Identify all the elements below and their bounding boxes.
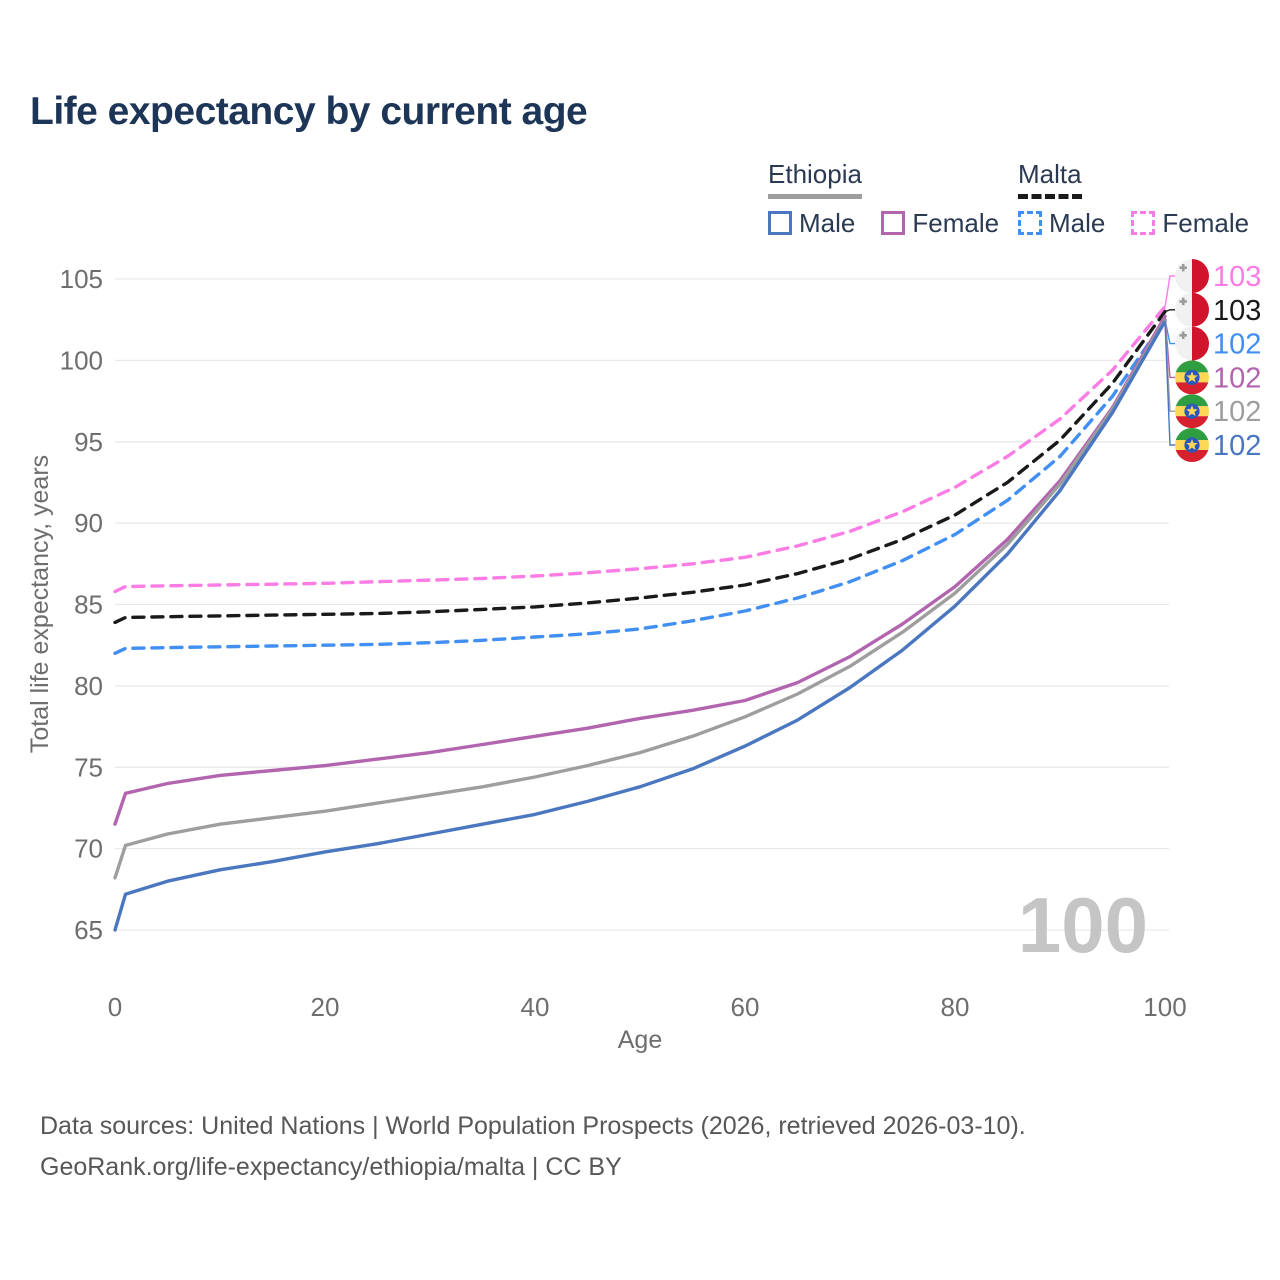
label-leader-line [1164,321,1175,446]
legend-group-ethiopia: Ethiopia Male Female [768,160,999,239]
x-tick-label: 100 [1143,992,1186,1022]
x-tick-label: 20 [311,992,340,1022]
legend-group-malta: Malta Male Female [1018,160,1249,239]
line-ethiopia-both[interactable] [113,318,1167,880]
line-malta-female[interactable] [113,305,1167,594]
data-source-line: Data sources: United Nations | World Pop… [40,1112,1026,1140]
checkbox-icon [1131,211,1156,236]
legend-item-malta-male[interactable]: Male [1018,208,1105,239]
end-value-label-ethiopia-both: 102 [1213,396,1261,428]
line-malta-male[interactable] [113,318,1167,655]
y-tick-label: 75 [74,752,103,782]
end-value-label-malta-male: 102 [1213,329,1261,361]
flag-malta-icon [1175,293,1209,327]
y-tick-label: 65 [74,915,103,945]
legend-country-ethiopia[interactable]: Ethiopia [768,160,862,199]
checkbox-icon [1018,211,1042,236]
x-axis-ticks: 0 20 40 60 80 100 [108,992,1187,1022]
line-ethiopia-male[interactable] [113,319,1167,932]
legend-item-label: Male [799,207,856,238]
legend-item-label: Male [1049,207,1106,238]
x-tick-label: 60 [731,992,760,1022]
legend-item-label: Female [1162,207,1250,238]
line-malta-both[interactable] [113,309,1167,625]
x-tick-label: 0 [108,992,122,1022]
checkbox-icon [881,211,906,236]
label-leader-line [1164,319,1175,345]
end-value-label-ethiopia-female: 102 [1213,362,1261,394]
y-tick-label: 70 [74,834,103,864]
source-footer: Data sources: United Nations | World Pop… [40,1106,1026,1187]
y-tick-label: 80 [74,671,103,701]
flag-ethiopia-icon [1175,428,1209,462]
y-tick-label: 105 [60,264,103,294]
legend-country-malta[interactable]: Malta [1018,160,1082,199]
attribution-line: GeoRank.org/life-expectancy/ethiopia/mal… [40,1152,622,1181]
end-value-label-malta-both: 103 [1213,295,1261,327]
y-tick-label: 95 [74,427,103,457]
x-axis-title: Age [618,1026,662,1054]
flag-malta-icon [1175,327,1209,361]
y-tick-label: 90 [74,508,103,538]
label-leader-line [1164,316,1175,379]
label-leader-line [1164,309,1175,313]
flag-malta-icon [1175,259,1209,293]
line-ethiopia-female[interactable] [113,314,1167,826]
legend-item-ethiopia-male[interactable]: Male [768,208,855,239]
legend: Ethiopia Male Female Malta Male [0,160,1280,250]
end-value-label-ethiopia-male: 102 [1213,430,1261,462]
y-tick-label: 85 [74,590,103,620]
checkbox-icon [768,211,792,236]
legend-item-label: Female [912,207,1000,238]
legend-country-label: Malta [1018,159,1082,189]
y-tick-label: 100 [60,345,103,375]
gridlines [115,278,1169,931]
y-axis-ticks: 65 70 75 80 85 90 95 100 105 [60,264,103,945]
flag-ethiopia-icon [1175,394,1209,428]
legend-item-malta-female[interactable]: Female [1131,208,1249,239]
x-tick-label: 80 [941,992,970,1022]
x-tick-label: 40 [521,992,550,1022]
legend-country-label: Ethiopia [768,159,862,189]
end-value-label-malta-female: 103 [1213,261,1261,293]
y-axis-title: Total life expectancy, years [26,455,54,753]
flag-ethiopia-icon [1175,360,1209,394]
series-lines [113,305,1167,932]
legend-item-ethiopia-female[interactable]: Female [881,208,999,239]
age-watermark: 100 [1018,881,1148,969]
label-leader-line [1164,275,1175,307]
page-title: Life expectancy by current age [30,90,588,133]
